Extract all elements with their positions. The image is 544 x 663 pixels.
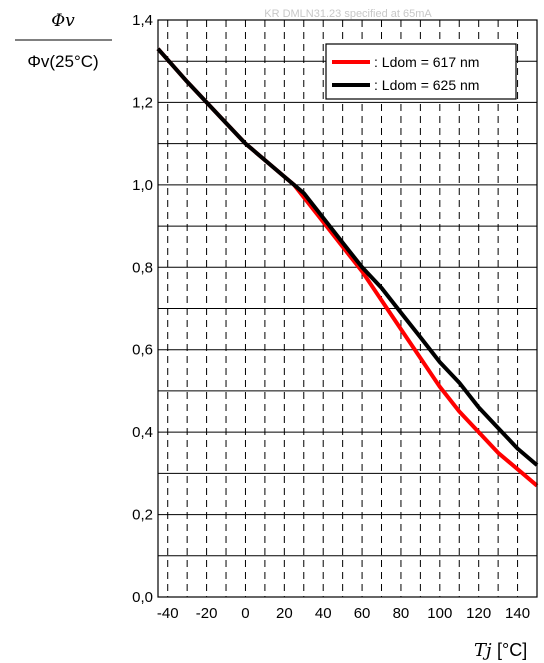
y-tick-label: 0,4 — [132, 424, 153, 441]
plot-frame — [157, 19, 538, 598]
y-axis-label: Φv Φv(25°C) — [15, 11, 112, 71]
y-tick-label: 0,2 — [132, 507, 153, 524]
x-tick-label: -40 — [157, 605, 179, 622]
legend-box — [325, 43, 517, 100]
x-tick-label: 120 — [466, 605, 491, 622]
legend-label-625: : Ldom = 625 nm — [374, 77, 479, 93]
legend: : Ldom = 617 nm : Ldom = 625 nm — [325, 43, 517, 100]
y-tick-label: 0,6 — [132, 342, 153, 359]
x-tick-label: 0 — [241, 605, 249, 622]
tick-labels: -40 -20 0 20 40 60 80 100 120 140 0,0 0,2 0,4 0,6 0,8 1… — [132, 12, 530, 622]
grid — [158, 20, 537, 597]
y-tick-label: 1,2 — [132, 94, 153, 111]
y-tick-label: 1,0 — [132, 177, 153, 194]
x-tick-label: 140 — [505, 605, 530, 622]
x-axis-label: Tj [°C] — [474, 640, 527, 661]
y-axis-label-denominator: Φv(25°C) — [27, 52, 98, 71]
y-axis-label-numerator: Φv — [51, 11, 75, 31]
y-tick-label: 0,8 — [132, 259, 153, 276]
legend-label-617: : Ldom = 617 nm — [374, 54, 479, 70]
x-axis-label-symbol: Tj — [474, 640, 492, 661]
series-lines — [156, 47, 539, 488]
series-line-625 — [156, 47, 539, 467]
x-tick-label: 40 — [315, 605, 332, 622]
chart-title: KR DMLN31.23 specified at 65mA — [264, 8, 432, 20]
y-tick-label: 0,0 — [132, 589, 153, 606]
x-tick-label: 20 — [276, 605, 293, 622]
y-tick-label: 1,4 — [132, 12, 153, 29]
x-tick-label: 80 — [393, 605, 410, 622]
x-tick-label: -20 — [196, 605, 218, 622]
x-tick-label: 100 — [427, 605, 452, 622]
x-axis-label-unit: [°C] — [497, 640, 527, 660]
x-tick-label: 60 — [354, 605, 371, 622]
